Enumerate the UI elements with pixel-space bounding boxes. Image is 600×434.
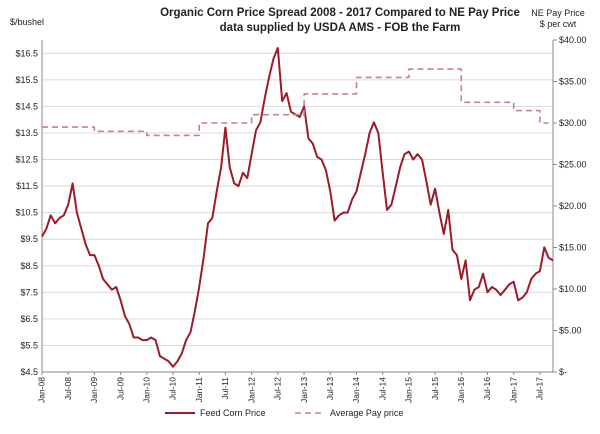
left-axis-title: $/bushel xyxy=(10,17,44,27)
x-tick-label: Jan-08 xyxy=(37,377,47,403)
x-tick-label: Jul-09 xyxy=(115,377,125,400)
axes xyxy=(41,39,557,375)
legend-item-feed-corn-label: Feed Corn Price xyxy=(200,408,266,418)
right-axis-title-line2: $ per cwt xyxy=(540,19,577,29)
x-tick-label: Jul-08 xyxy=(63,377,73,400)
left-tick-label: $5.5 xyxy=(20,340,38,350)
left-tick-label: $9.5 xyxy=(20,234,38,244)
chart-title: Organic Corn Price Spread 2008 - 2017 Co… xyxy=(160,7,520,19)
left-tick-label: $14.5 xyxy=(15,101,38,111)
right-tick-label: $5.00 xyxy=(559,326,582,336)
left-tick-label: $13.5 xyxy=(15,128,38,138)
right-tick-label: $25.00 xyxy=(559,160,587,170)
right-tick-labels: $- $5.00 $10.00 $15.00 $20.00 $25.00 $30.00 $35… xyxy=(559,35,587,377)
left-tick-label: $8.5 xyxy=(20,261,38,271)
right-tick-label: $- xyxy=(559,367,567,377)
right-tick-label: $15.00 xyxy=(559,243,587,253)
x-tick-label: Jan-16 xyxy=(456,377,466,403)
right-tick-label: $35.00 xyxy=(559,77,587,87)
left-tick-label: $6.5 xyxy=(20,314,38,324)
left-tick-labels: $4.5 $5.5 $6.5 $7.5 $8.5 $9.5 $10.5 $11.5 $12.5 $… xyxy=(15,48,38,377)
x-tick-label: Jan-09 xyxy=(89,377,99,403)
left-tick-label: $16.5 xyxy=(15,48,38,58)
x-tick-label: Jan-15 xyxy=(404,377,414,403)
right-tick-label: $10.00 xyxy=(559,284,587,294)
legend-item-average-pay-label: Average Pay price xyxy=(330,408,403,418)
feed-corn-price-line xyxy=(41,47,554,368)
x-tick-label: Jan-13 xyxy=(299,377,309,403)
average-pay-price-line xyxy=(42,68,549,137)
chart-subtitle: data supplied by USDA AMS - FOB the Farm xyxy=(220,22,461,34)
x-tick-label: Jul-11 xyxy=(220,377,230,400)
x-tick-label: Jul-13 xyxy=(325,377,335,400)
x-tick-label: Jul-15 xyxy=(430,377,440,400)
x-tick-label: Jul-12 xyxy=(273,377,283,400)
x-tick-label: Jan-12 xyxy=(246,377,256,403)
left-tick-label: $4.5 xyxy=(20,367,38,377)
x-tick-label: Jul-14 xyxy=(377,377,387,400)
left-tick-label: $11.5 xyxy=(16,181,38,191)
left-tick-label: $15.5 xyxy=(15,75,38,85)
left-tick-label: $10.5 xyxy=(15,208,38,218)
x-tick-label: Jan-14 xyxy=(351,377,361,403)
x-tick-label: Jul-10 xyxy=(168,377,178,400)
right-tick-label: $20.00 xyxy=(559,201,587,211)
left-tick-label: $12.5 xyxy=(15,155,38,165)
x-tick-label: Jan-17 xyxy=(508,377,518,403)
x-tick-label: Jul-17 xyxy=(535,377,545,400)
left-tick-label: $7.5 xyxy=(20,287,38,297)
x-tick-label: Jul-16 xyxy=(482,377,492,400)
x-tick-label: Jan-11 xyxy=(194,377,204,403)
right-tick-label: $30.00 xyxy=(559,118,587,128)
x-tick-label: Jan-10 xyxy=(142,377,152,403)
series-lines xyxy=(41,47,554,368)
right-axis-title-line1: NE Pay Price xyxy=(531,8,585,18)
right-tick-label: $40.00 xyxy=(559,35,587,45)
x-tick-labels: Jan-08 Jul-08 Jan-09 Jul-09 Jan-10 Jul-10 Jan-… xyxy=(37,377,545,403)
legend: Feed Corn Price Average Pay price xyxy=(165,408,403,418)
